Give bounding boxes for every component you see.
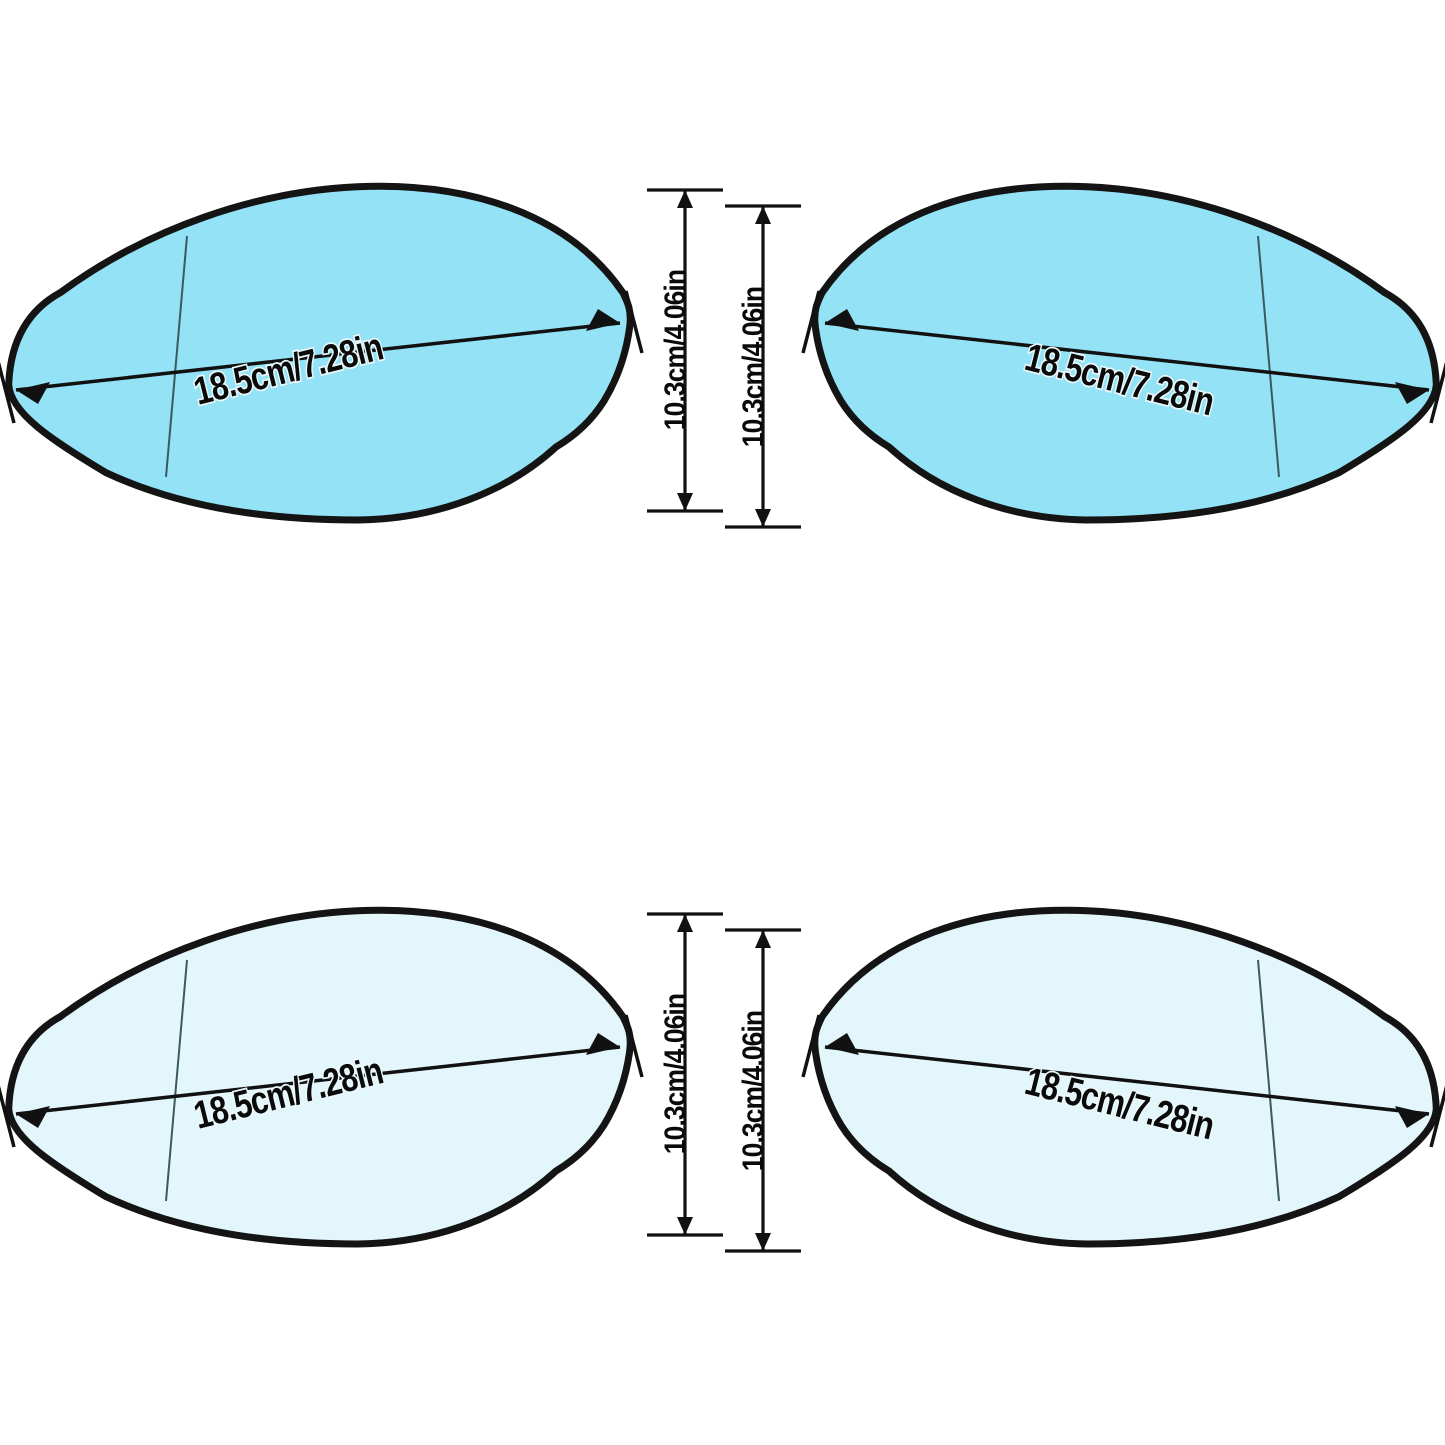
svg-text:10.3cm/4.06in: 10.3cm/4.06in	[735, 1011, 769, 1171]
svg-text:10.3cm/4.06in: 10.3cm/4.06in	[657, 994, 691, 1154]
svg-text:10.3cm/4.06in: 10.3cm/4.06in	[735, 287, 769, 447]
svg-text:10.3cm/4.06in: 10.3cm/4.06in	[657, 270, 691, 430]
